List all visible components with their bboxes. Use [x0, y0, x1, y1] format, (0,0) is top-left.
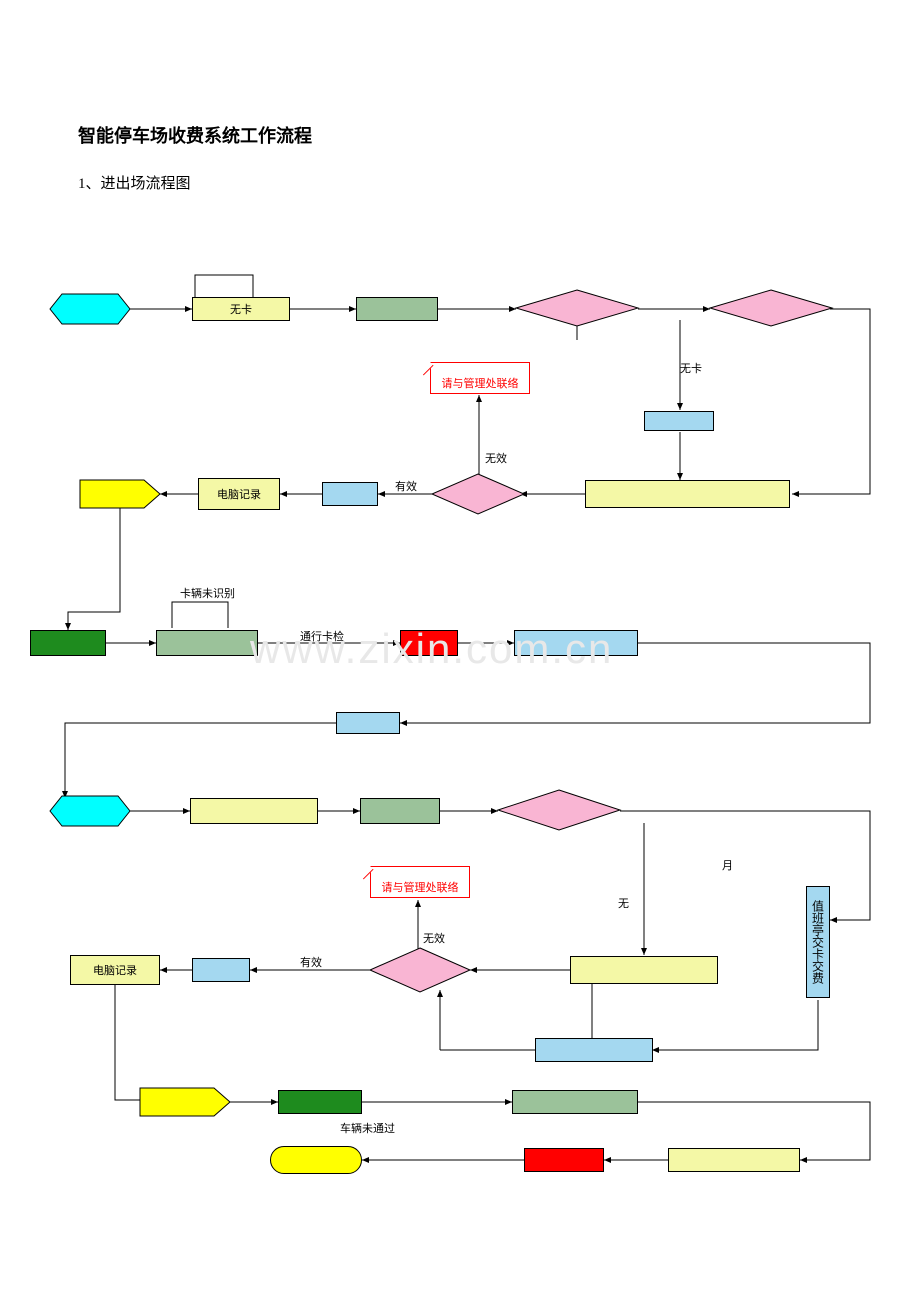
edge-label-e8: 有效 [300, 954, 322, 970]
node-n31 [512, 1090, 638, 1114]
card-n22: 请与管理处联络 [370, 866, 470, 898]
node-n13 [30, 630, 106, 656]
page: 智能停车场收费系统工作流程 1、进出场流程图 [0, 0, 920, 1302]
node-n8 [585, 480, 790, 508]
node-n33 [524, 1148, 604, 1172]
node-n30 [278, 1090, 362, 1114]
edge-label-e6: 无 [618, 895, 629, 911]
node-n32 [668, 1148, 800, 1172]
node-n2: 无卡 [192, 297, 290, 321]
diamond-n26 [370, 948, 470, 992]
node-n7 [644, 411, 714, 431]
start-hex-2 [50, 796, 130, 826]
node-n11: 电脑记录 [198, 478, 280, 510]
edge-label-e5: 月 [722, 857, 733, 873]
node-n27 [535, 1038, 653, 1062]
card-n6: 请与管理处联络 [430, 362, 530, 394]
node-n14 [156, 630, 258, 656]
node-n10 [322, 482, 378, 506]
node-n23: 值班亭交卡交费 [806, 886, 830, 998]
node-n3 [356, 297, 438, 321]
node-n25 [192, 958, 250, 982]
diamond-n21 [498, 790, 620, 830]
edge-label-e3: 有效 [395, 478, 417, 494]
node-n19 [190, 798, 318, 824]
edge-label-e9: 车辆未通过 [340, 1120, 395, 1136]
node-n26b [570, 956, 718, 984]
node-n20 [360, 798, 440, 824]
diamond-n5 [710, 290, 832, 326]
edge-label-e1: 无卡 [680, 360, 702, 376]
edge-label-e10: 卡辆未识别 [180, 585, 235, 601]
node-n17 [336, 712, 400, 734]
edge-label-e2: 无效 [485, 450, 507, 466]
watermark: www.zixin.com.cn [250, 625, 613, 673]
pentagon-n12 [80, 480, 160, 508]
end-stadium [270, 1146, 362, 1174]
diamond-n4 [516, 290, 638, 326]
start-hex-1 [50, 294, 130, 324]
pentagon-n29 [140, 1088, 230, 1116]
diamond-n9 [432, 474, 524, 514]
node-n24: 电脑记录 [70, 955, 160, 985]
edge-label-e7: 无效 [423, 930, 445, 946]
